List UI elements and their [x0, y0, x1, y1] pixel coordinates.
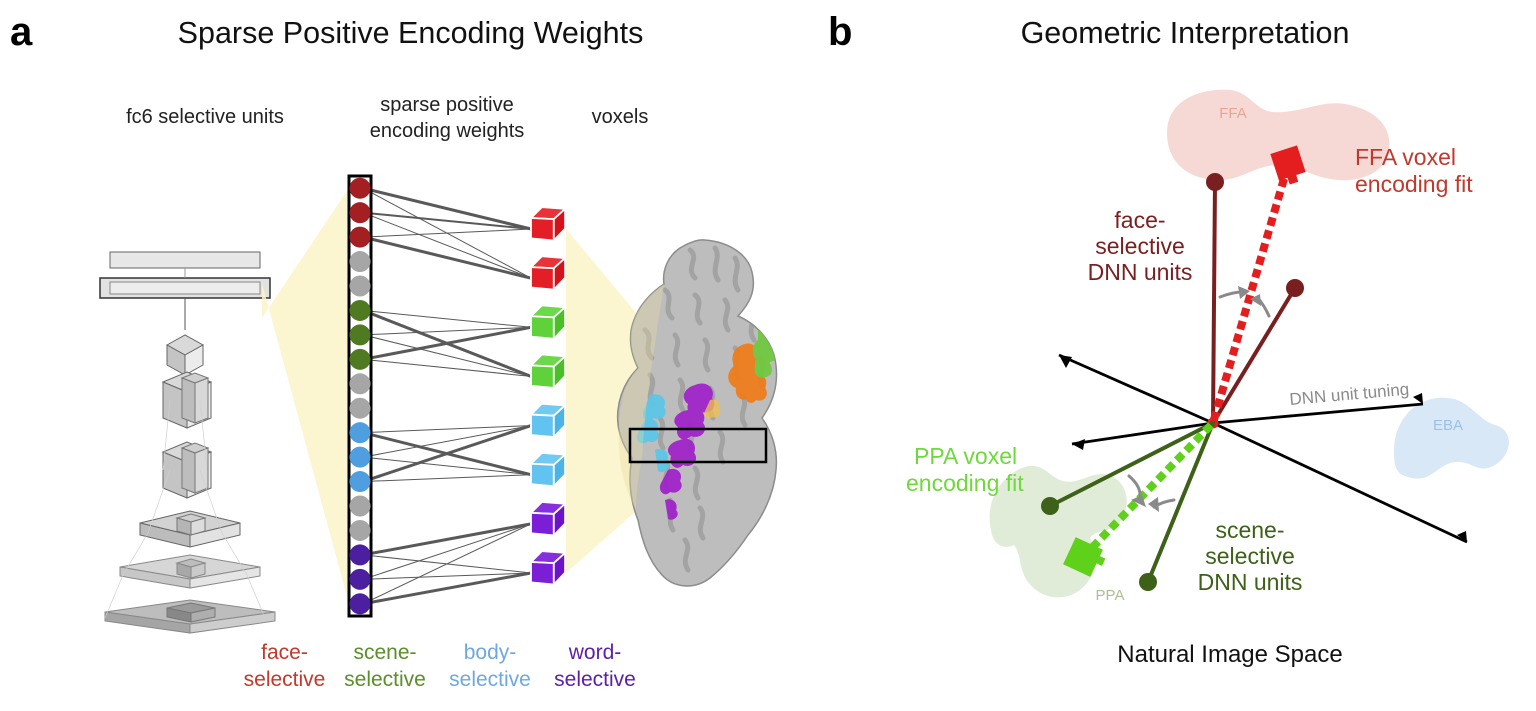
- svg-text:EBA: EBA: [1433, 417, 1463, 434]
- svg-text:DNN units: DNN units: [1198, 569, 1303, 595]
- svg-text:encoding fit: encoding fit: [1355, 171, 1473, 197]
- svg-text:PPA voxel: PPA voxel: [914, 443, 1017, 469]
- svg-text:selective: selective: [1205, 543, 1294, 569]
- svg-text:Natural Image Space: Natural Image Space: [1117, 641, 1342, 668]
- svg-text:FFA: FFA: [1219, 105, 1247, 122]
- svg-text:PPA: PPA: [1096, 587, 1125, 604]
- svg-text:encoding fit: encoding fit: [906, 470, 1024, 496]
- svg-text:face-: face-: [1114, 207, 1165, 233]
- svg-text:DNN units: DNN units: [1088, 259, 1193, 285]
- svg-text:FFA voxel: FFA voxel: [1355, 144, 1456, 170]
- svg-text:DNN unit tuning: DNN unit tuning: [1289, 380, 1410, 409]
- svg-text:selective: selective: [1095, 233, 1184, 259]
- svg-text:scene-: scene-: [1215, 517, 1284, 543]
